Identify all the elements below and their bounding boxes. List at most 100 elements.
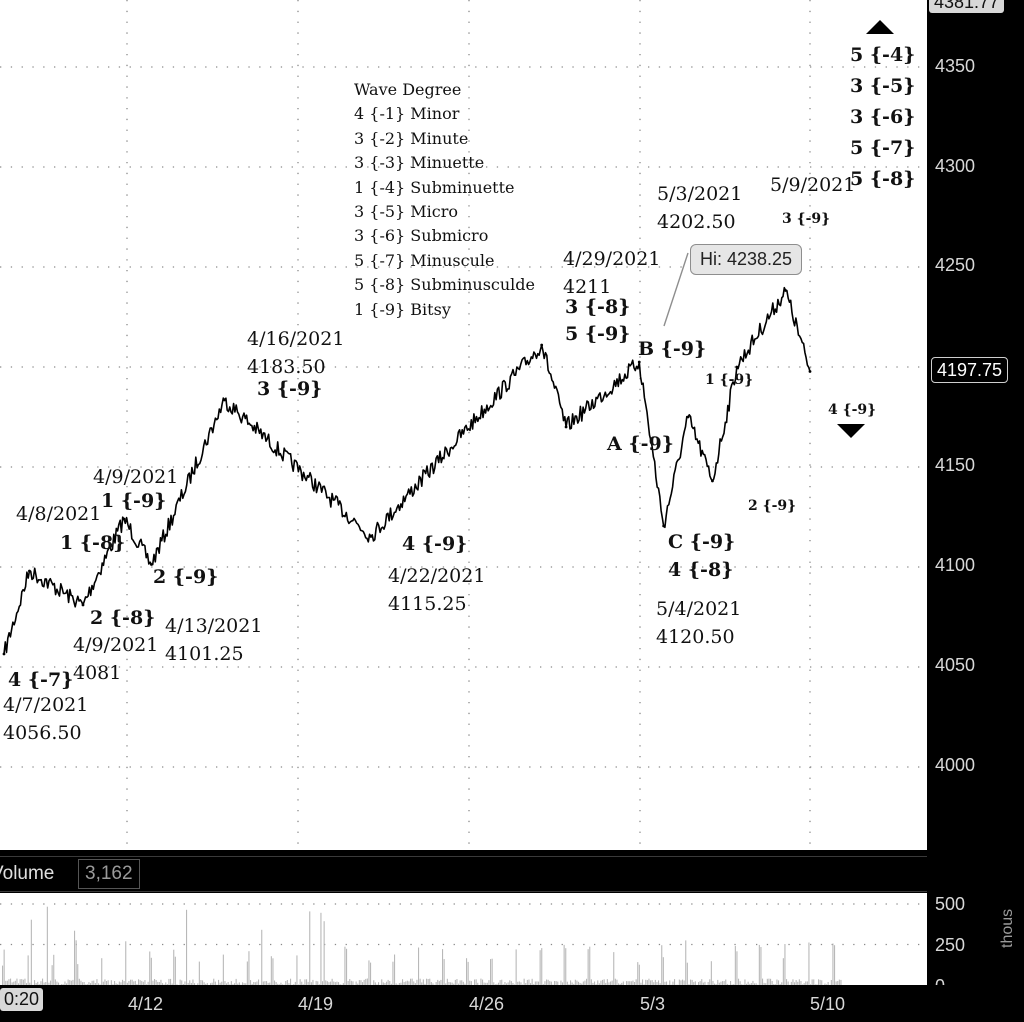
price-point xyxy=(81,603,85,607)
volume-bar xyxy=(210,983,212,985)
volume-bar xyxy=(512,983,514,985)
legend-item: 3 {-5} Micro xyxy=(354,202,459,222)
volume-bar xyxy=(827,982,829,985)
volume-bar xyxy=(98,983,100,985)
price-label: 4101.25 xyxy=(165,643,244,665)
volume-bar xyxy=(8,979,10,985)
volume-bar xyxy=(622,981,624,985)
volume-bar xyxy=(526,979,528,985)
volume-bar xyxy=(93,980,95,985)
volume-bar xyxy=(587,949,589,985)
volume-bar xyxy=(126,982,128,985)
volume-bar xyxy=(14,980,16,985)
volume-bar xyxy=(738,978,740,985)
volume-bar xyxy=(557,981,559,985)
volume-bar xyxy=(142,981,144,985)
volume-bar xyxy=(224,981,226,985)
volume-bar xyxy=(315,980,317,985)
volume-bar xyxy=(413,981,415,985)
volume-bar xyxy=(53,954,55,985)
volume-bar xyxy=(146,984,148,985)
volume-bar xyxy=(318,984,320,985)
price-point xyxy=(637,360,641,364)
volume-bar xyxy=(826,984,828,985)
volume-plot[interactable] xyxy=(0,893,927,985)
price-point xyxy=(369,535,373,538)
volume-bar xyxy=(365,978,367,985)
wave-label: 1 {-9} xyxy=(101,490,167,512)
scroll-up-arrow-icon[interactable] xyxy=(866,20,894,34)
volume-bar xyxy=(387,979,389,985)
volume-bar xyxy=(242,982,244,985)
date-label: 4/13/2021 xyxy=(165,615,263,637)
date-label: 5/3/2021 xyxy=(657,183,743,205)
volume-bar xyxy=(803,983,805,985)
price-plot[interactable]: Wave Degree 4 {-1} Minor 3 {-2} Minute 3… xyxy=(0,0,927,850)
volume-bar xyxy=(357,983,359,985)
volume-bar xyxy=(162,983,164,985)
volume-bar xyxy=(203,982,205,985)
volume-bar xyxy=(477,982,479,985)
volume-bar xyxy=(608,982,610,985)
price-point xyxy=(686,415,690,419)
volume-bar xyxy=(106,981,108,985)
volume-bar xyxy=(67,979,69,985)
volume-bar xyxy=(158,982,160,985)
date-axis[interactable]: 0:20 4/12 4/19 4/26 5/3 5/10 xyxy=(0,985,1024,1022)
volume-bar xyxy=(635,979,637,985)
volume-bar xyxy=(37,981,39,985)
volume-bar xyxy=(547,979,549,985)
volume-bar xyxy=(155,980,157,985)
volume-title: Volume xyxy=(0,863,55,884)
volume-bar xyxy=(611,980,613,985)
volume-bar xyxy=(813,979,815,985)
volume-bar xyxy=(621,982,623,985)
legend-title: Wave Degree xyxy=(354,80,462,99)
volume-bar xyxy=(61,984,63,985)
legend-item: 4 {-1} Minor xyxy=(354,104,460,124)
volume-bar xyxy=(125,941,127,985)
volume-bar xyxy=(600,980,602,985)
volume-bar xyxy=(630,981,632,985)
volume-bar xyxy=(616,979,618,985)
volume-bar xyxy=(114,981,116,985)
volume-bar xyxy=(546,979,548,985)
price-axis[interactable]: 4381.77 4350 4300 4250 4150 4100 4050 40… xyxy=(927,0,1024,850)
volume-bar xyxy=(18,983,20,985)
volume-bar xyxy=(470,981,472,985)
volume-bar xyxy=(496,983,498,985)
date-label: 4/9/2021 xyxy=(93,466,179,488)
volume-bar xyxy=(189,980,191,985)
volume-bar xyxy=(474,979,476,985)
volume-bar xyxy=(5,980,7,985)
volume-bar xyxy=(392,961,394,985)
volume-bar xyxy=(214,981,216,985)
volume-bar xyxy=(498,982,500,985)
wave-label: A {-9} xyxy=(607,433,674,455)
volume-bar xyxy=(586,978,588,985)
volume-bar xyxy=(530,983,532,985)
volume-bar xyxy=(344,946,346,985)
volume-bar xyxy=(211,982,213,985)
scroll-down-arrow-icon[interactable] xyxy=(837,424,865,438)
volume-bar xyxy=(91,980,93,985)
volume-bar xyxy=(486,982,488,985)
volume-bar xyxy=(443,959,445,985)
volume-bar xyxy=(816,984,818,985)
volume-bar xyxy=(254,982,256,985)
legend-item: 1 {-9} Bitsy xyxy=(354,299,451,319)
price-point xyxy=(808,370,812,373)
volume-bar xyxy=(424,983,426,985)
volume-bar xyxy=(112,984,114,985)
volume-bar xyxy=(650,980,652,985)
volume-bar xyxy=(645,979,647,985)
high-callout: Hi: 4238.25 xyxy=(690,244,803,275)
volume-bar xyxy=(562,982,564,985)
volume-bar xyxy=(533,984,535,985)
volume-bar xyxy=(222,954,224,985)
volume-bar xyxy=(120,982,122,985)
volume-bar xyxy=(75,940,77,985)
volume-bar xyxy=(694,981,696,985)
volume-bar xyxy=(658,980,660,985)
volume-bar xyxy=(192,979,194,985)
